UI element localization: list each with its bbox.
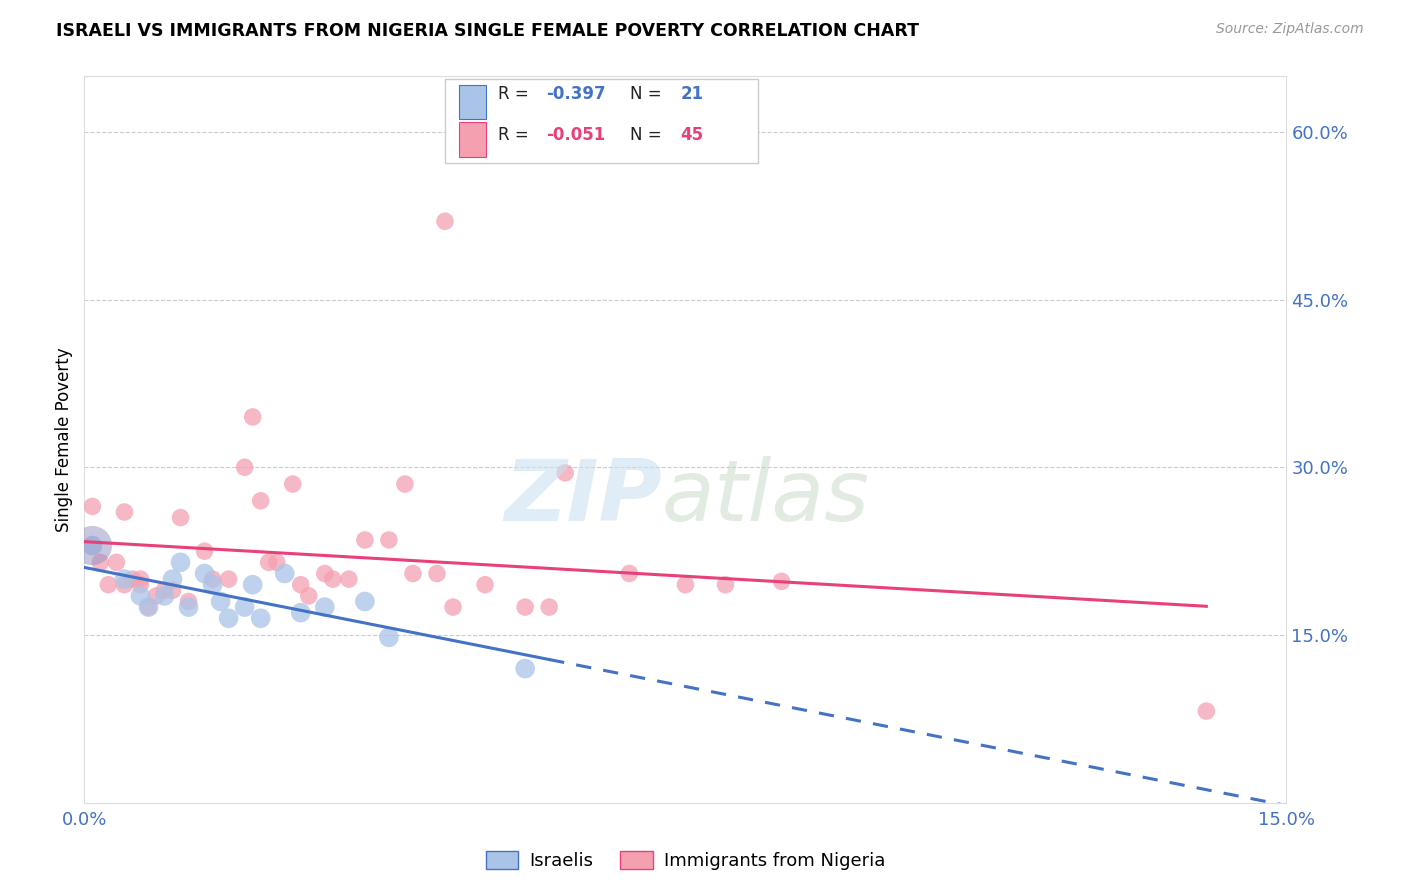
FancyBboxPatch shape [446, 79, 758, 163]
Point [298, 589, 321, 603]
Point [201, 572, 224, 586]
Point [242, 578, 264, 592]
Point [233, 600, 256, 615]
Text: 45: 45 [681, 127, 704, 145]
Point [538, 600, 561, 615]
Point [354, 533, 377, 547]
Point [114, 505, 135, 519]
Point [242, 409, 264, 424]
Point [314, 600, 336, 615]
Text: ZIP: ZIP [503, 456, 661, 539]
Point [121, 572, 143, 586]
Point [97, 578, 120, 592]
Text: atlas: atlas [661, 456, 869, 539]
Point [770, 574, 793, 589]
Point [114, 578, 135, 592]
Point [675, 578, 697, 592]
Point [89, 555, 111, 569]
Text: -0.051: -0.051 [546, 127, 605, 145]
Point [129, 572, 152, 586]
Point [281, 477, 304, 491]
Text: 21: 21 [681, 85, 704, 103]
Point [402, 566, 425, 581]
Point [714, 578, 737, 592]
Point [337, 572, 360, 586]
Point [434, 214, 457, 228]
Point [114, 572, 135, 586]
Point [266, 555, 288, 569]
Point [201, 578, 224, 592]
Point [153, 589, 176, 603]
Point [145, 589, 167, 603]
Point [82, 539, 104, 553]
Point [554, 466, 576, 480]
Point [177, 600, 200, 615]
Text: R =: R = [498, 127, 534, 145]
Point [233, 460, 256, 475]
Point [169, 510, 191, 524]
Point [162, 583, 184, 598]
Point [177, 594, 200, 608]
Point [209, 594, 232, 608]
Legend: Israelis, Immigrants from Nigeria: Israelis, Immigrants from Nigeria [478, 844, 893, 878]
Point [162, 572, 184, 586]
Point [290, 606, 312, 620]
Point [82, 539, 104, 553]
Point [82, 500, 104, 514]
Point [441, 600, 464, 615]
Point [474, 578, 496, 592]
Point [314, 566, 336, 581]
Point [290, 578, 312, 592]
Point [322, 572, 344, 586]
Point [194, 544, 217, 558]
Text: N =: N = [630, 127, 666, 145]
Text: -0.397: -0.397 [546, 85, 606, 103]
FancyBboxPatch shape [460, 85, 486, 120]
Point [218, 572, 240, 586]
Point [129, 589, 152, 603]
Point [378, 533, 401, 547]
Point [129, 578, 152, 592]
Point [194, 566, 217, 581]
Point [378, 630, 401, 644]
Point [1195, 704, 1218, 718]
Point [138, 600, 160, 615]
Point [426, 566, 449, 581]
Point [249, 493, 271, 508]
Point [153, 583, 176, 598]
Text: R =: R = [498, 85, 534, 103]
Point [394, 477, 416, 491]
Point [218, 611, 240, 625]
Text: Source: ZipAtlas.com: Source: ZipAtlas.com [1216, 22, 1364, 37]
Point [354, 594, 377, 608]
Point [105, 555, 128, 569]
Point [274, 566, 297, 581]
Point [515, 662, 537, 676]
Point [515, 600, 537, 615]
Point [257, 555, 280, 569]
Point [169, 555, 191, 569]
Point [249, 611, 271, 625]
Point [619, 566, 641, 581]
Text: ISRAELI VS IMMIGRANTS FROM NIGERIA SINGLE FEMALE POVERTY CORRELATION CHART: ISRAELI VS IMMIGRANTS FROM NIGERIA SINGL… [56, 22, 920, 40]
Point [138, 600, 160, 615]
Text: N =: N = [630, 85, 666, 103]
Y-axis label: Single Female Poverty: Single Female Poverty [55, 347, 73, 532]
FancyBboxPatch shape [460, 122, 486, 157]
